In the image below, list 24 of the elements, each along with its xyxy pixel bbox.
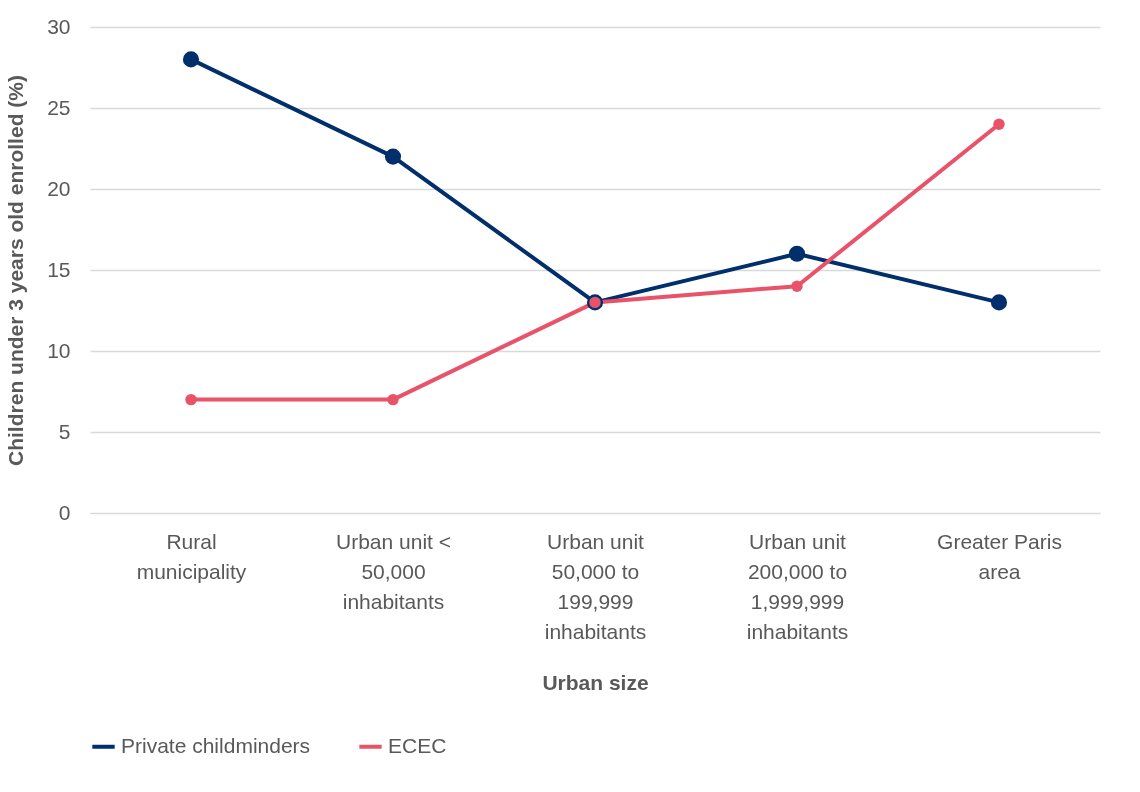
x-tick-label: Urban unit 200,000 to 1,999,999 inhabitants (746, 529, 849, 643)
y-tick-label: 30 (47, 14, 71, 38)
legend-label: ECEC (388, 733, 447, 757)
y-tick-label: 25 (47, 95, 71, 119)
y-tick-label: 5 (58, 419, 71, 443)
point (791, 280, 803, 292)
x-axis-title: Urban size (542, 670, 649, 694)
legend-label: Private childminders (121, 733, 311, 757)
y-tick-label: 0 (58, 500, 71, 524)
point (990, 294, 1008, 311)
point (384, 148, 402, 165)
y-tick-label: 15 (47, 257, 71, 281)
x-tick-label: Greater Paris area (937, 529, 1062, 583)
point (185, 393, 197, 406)
x-tick-label: Rural municipality (136, 529, 247, 583)
x-tick-label: Urban unit 50,000 to 199,999 inhabitants (544, 529, 647, 643)
point (387, 393, 399, 406)
y-tick-label: 10 (47, 338, 71, 362)
point (788, 245, 806, 262)
y-tick-label: 20 (47, 176, 71, 200)
point (182, 51, 200, 68)
x-tick-label: Urban unit < 50,000 inhabitants (336, 529, 451, 613)
y-axis-title: Children under 3 years old enrolled (%) (4, 75, 28, 466)
point (993, 118, 1005, 130)
